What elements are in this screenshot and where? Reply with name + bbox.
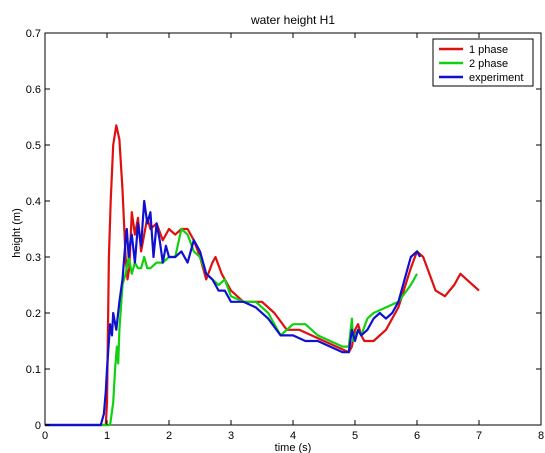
y-tick-label: 0.3 (26, 252, 41, 264)
x-tick-label: 2 (166, 430, 172, 442)
y-tick-label: 0 (35, 420, 41, 432)
y-tick-label: 0.5 (26, 140, 41, 152)
x-tick-label: 8 (538, 430, 544, 442)
legend-label: 1 phase (469, 44, 508, 56)
series-line-1-phase (45, 124, 480, 427)
y-tick-label: 0.7 (26, 28, 41, 40)
plot-area (44, 32, 542, 426)
y-tick-label: 0.6 (26, 84, 41, 96)
series-layer (45, 124, 480, 427)
chart-title: water height H1 (250, 13, 335, 27)
y-tick-label: 0.2 (26, 308, 41, 320)
legend-label: 2 phase (469, 58, 508, 70)
x-tick-label: 1 (104, 430, 110, 442)
x-tick-label: 3 (228, 430, 234, 442)
legend-label: experiment (469, 72, 523, 84)
x-tick-label: 4 (290, 430, 296, 442)
y-tick-label: 0.4 (26, 196, 41, 208)
y-tick-label: 0.1 (26, 364, 41, 376)
x-axis-label: time (s) (275, 442, 312, 453)
x-tick-label: 7 (476, 430, 482, 442)
ticks-layer: 0 1 2 3 4 5 6 7 8 0 0.1 0.2 0.3 0.4 0.5 0.6 0.7 (26, 28, 544, 442)
x-tick-label: 6 (414, 430, 420, 442)
legend: 1 phase 2 phase experiment (432, 38, 534, 87)
y-axis-label: height (m) (11, 208, 23, 258)
plot-frame (44, 32, 542, 426)
series-line-experiment (45, 199, 422, 427)
x-tick-label: 0 (42, 430, 48, 442)
x-tick-label: 5 (352, 430, 358, 442)
